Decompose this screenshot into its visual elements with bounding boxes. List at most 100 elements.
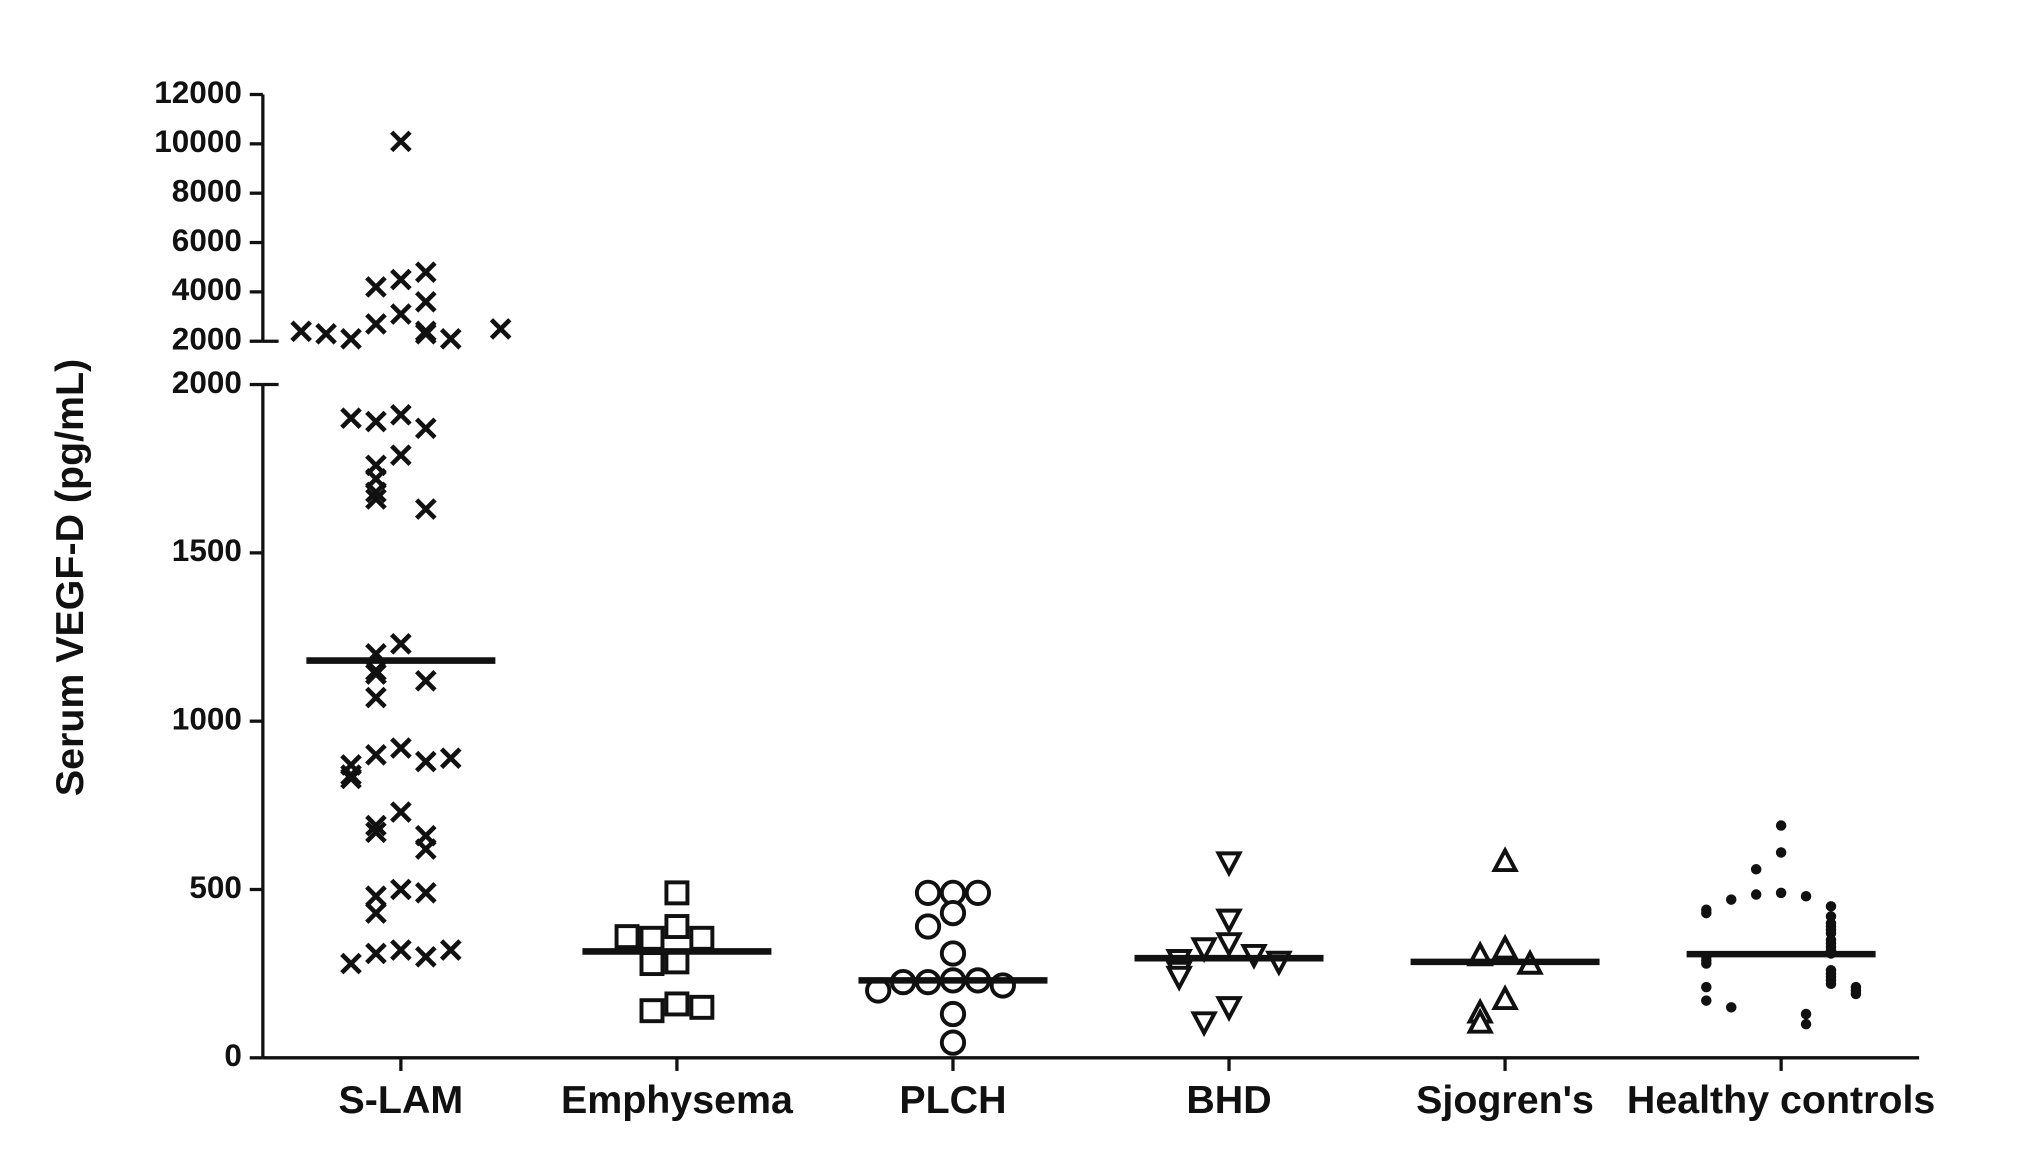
- data-point: [365, 663, 387, 685]
- x-tick-label: Healthy controls: [1627, 1078, 1935, 1122]
- data-point: [1701, 907, 1712, 919]
- data-point: [1701, 995, 1712, 1006]
- data-point: [415, 838, 437, 860]
- y-axis-label: Serum VEGF-D (pg/mL): [48, 359, 92, 796]
- data-point: [340, 327, 362, 350]
- x-tick-label: PLCH: [899, 1078, 1006, 1122]
- data-point: [390, 444, 412, 467]
- data-point: [614, 924, 640, 950]
- data-point: [1215, 996, 1243, 1023]
- data-point: [1750, 889, 1762, 900]
- data-point: [365, 942, 387, 965]
- data-point: [1725, 1002, 1737, 1013]
- data-point: [1215, 908, 1243, 935]
- data-point: [415, 498, 437, 520]
- data-point: [415, 323, 437, 345]
- data-point: [365, 313, 387, 335]
- data-point: [415, 290, 437, 313]
- data-point: [1775, 847, 1787, 858]
- data-point: [390, 939, 412, 961]
- data-point: [439, 747, 462, 770]
- data-point: [415, 946, 437, 968]
- data-point: [439, 939, 462, 961]
- y-tick-label: 1000: [172, 700, 242, 736]
- data-point: [365, 481, 387, 504]
- data-point: [1701, 981, 1712, 993]
- data-point: [340, 767, 362, 790]
- data-point: [415, 417, 437, 440]
- data-point: [914, 879, 942, 906]
- data-point: [939, 899, 967, 927]
- data-point: [1190, 937, 1218, 964]
- data-point: [489, 318, 512, 340]
- data-point: [365, 659, 387, 682]
- data-point: [315, 323, 337, 345]
- y-tick-label: 4000: [172, 271, 242, 307]
- data-point: [939, 1029, 967, 1056]
- data-point: [290, 320, 312, 343]
- y-tick-label: 1500: [172, 532, 242, 568]
- data-point: [365, 744, 387, 766]
- data-point: [639, 951, 665, 977]
- data-point: [1190, 1011, 1218, 1038]
- data-point: [390, 878, 412, 901]
- y-tick-label: 10000: [154, 123, 242, 159]
- data-point: [1491, 846, 1519, 873]
- y-tick-label: 2000: [172, 364, 242, 400]
- data-point: [390, 737, 412, 759]
- data-point: [1725, 894, 1737, 905]
- data-point: [365, 902, 387, 924]
- data-point: [1491, 933, 1519, 960]
- data-point: [1215, 851, 1243, 878]
- data-point: [365, 276, 387, 298]
- data-point: [415, 750, 437, 773]
- data-point: [415, 669, 437, 692]
- x-tick-label: Emphysema: [561, 1078, 794, 1122]
- data-point: [664, 991, 690, 1017]
- data-point: [365, 885, 387, 908]
- data-point: [365, 814, 387, 837]
- data-point: [365, 410, 387, 433]
- y-tick-label: 0: [224, 1037, 242, 1073]
- data-point: [1165, 965, 1193, 992]
- data-point: [1466, 1007, 1494, 1034]
- y-tick-label: 2000: [172, 321, 242, 357]
- data-point: [439, 327, 462, 350]
- data-point: [914, 913, 942, 940]
- data-point: [939, 940, 967, 967]
- data-point: [415, 261, 437, 283]
- data-point: [1750, 864, 1762, 875]
- data-point: [1850, 988, 1862, 1000]
- data-point: [664, 880, 690, 906]
- data-point: [1215, 932, 1243, 959]
- data-point: [639, 998, 665, 1024]
- data-point: [964, 879, 992, 906]
- x-tick-label: S-LAM: [339, 1078, 464, 1122]
- data-point: [1800, 1018, 1812, 1030]
- data-point: [1775, 820, 1787, 831]
- data-point: [390, 268, 412, 291]
- data-point: [340, 764, 362, 786]
- data-point: [1775, 887, 1787, 899]
- y-axis: [261, 94, 1920, 1060]
- data-point: [689, 925, 715, 951]
- data-point: [340, 407, 362, 430]
- x-tick-label: BHD: [1186, 1078, 1271, 1122]
- data-point: [1825, 978, 1837, 990]
- data-point: [1800, 890, 1812, 902]
- data-point: [664, 914, 690, 939]
- data-point: [415, 882, 437, 904]
- data-point: [340, 952, 362, 975]
- data-point: [365, 821, 387, 844]
- data-point: [939, 1000, 967, 1028]
- data-point: [1491, 984, 1519, 1011]
- y-tick-label: 6000: [172, 222, 242, 258]
- data-point: [639, 925, 665, 951]
- y-tick-label: 8000: [172, 173, 242, 209]
- data-point: [390, 303, 412, 325]
- data-point: [390, 130, 412, 153]
- data-point: [1800, 1008, 1812, 1020]
- data-point: [689, 994, 715, 1020]
